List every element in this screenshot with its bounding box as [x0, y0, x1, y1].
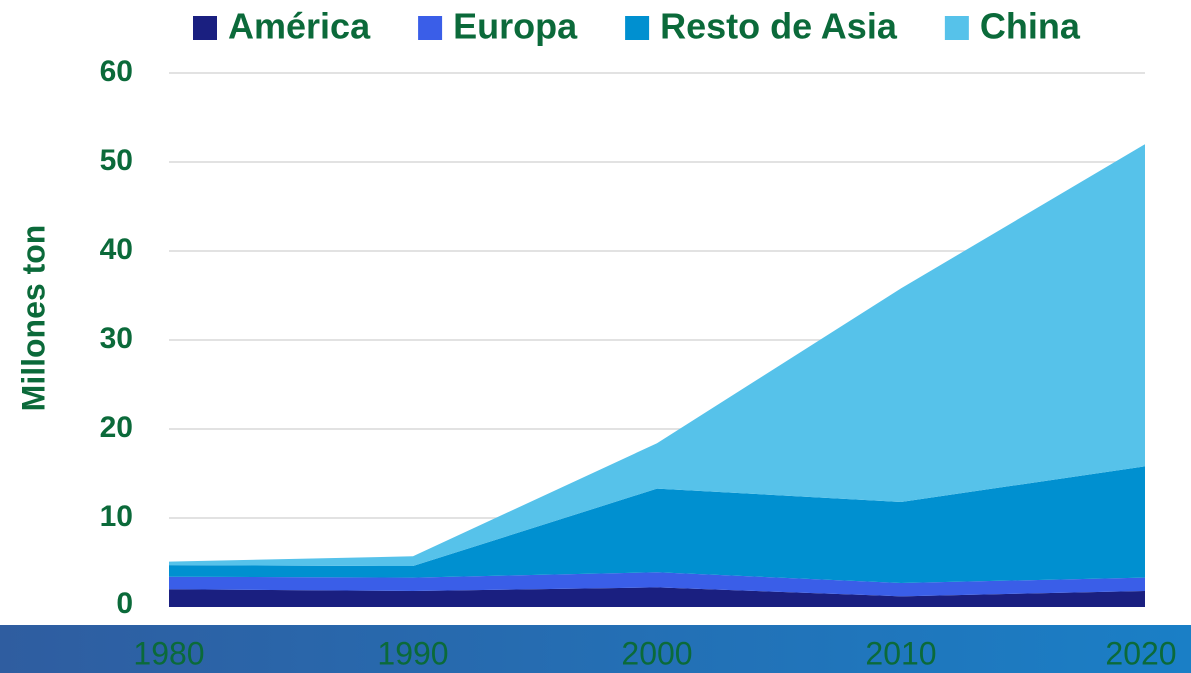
y-tick-label: 30: [100, 322, 133, 355]
area: [169, 587, 1145, 607]
legend-label: Resto de Asia: [660, 6, 898, 47]
legend-label: China: [980, 6, 1081, 47]
x-tick-label: 2010: [865, 635, 936, 671]
area: [169, 572, 1145, 597]
x-tick-label: 1990: [377, 635, 448, 671]
legend-label: América: [228, 6, 371, 47]
legend-swatch: [418, 16, 443, 40]
x-tick-label: 2020: [1105, 635, 1176, 671]
y-tick-label: 20: [100, 411, 133, 444]
x-tick-label: 2000: [621, 635, 692, 671]
y-tick-label: 10: [100, 500, 133, 533]
legend-swatch: [193, 16, 217, 40]
legend-label: Europa: [453, 6, 578, 47]
y-tick-label: 0: [116, 587, 133, 620]
y-tick-label: 60: [100, 55, 133, 88]
y-axis-label: Millones ton: [15, 225, 51, 412]
x-axis-band: [0, 625, 1191, 673]
x-tick-label: 1980: [133, 635, 204, 671]
area: [169, 466, 1145, 583]
y-tick-label: 50: [100, 144, 133, 177]
y-tick-label: 40: [100, 233, 133, 266]
legend-swatch: [944, 16, 969, 40]
legend-swatch: [625, 16, 650, 40]
area: [169, 144, 1145, 567]
